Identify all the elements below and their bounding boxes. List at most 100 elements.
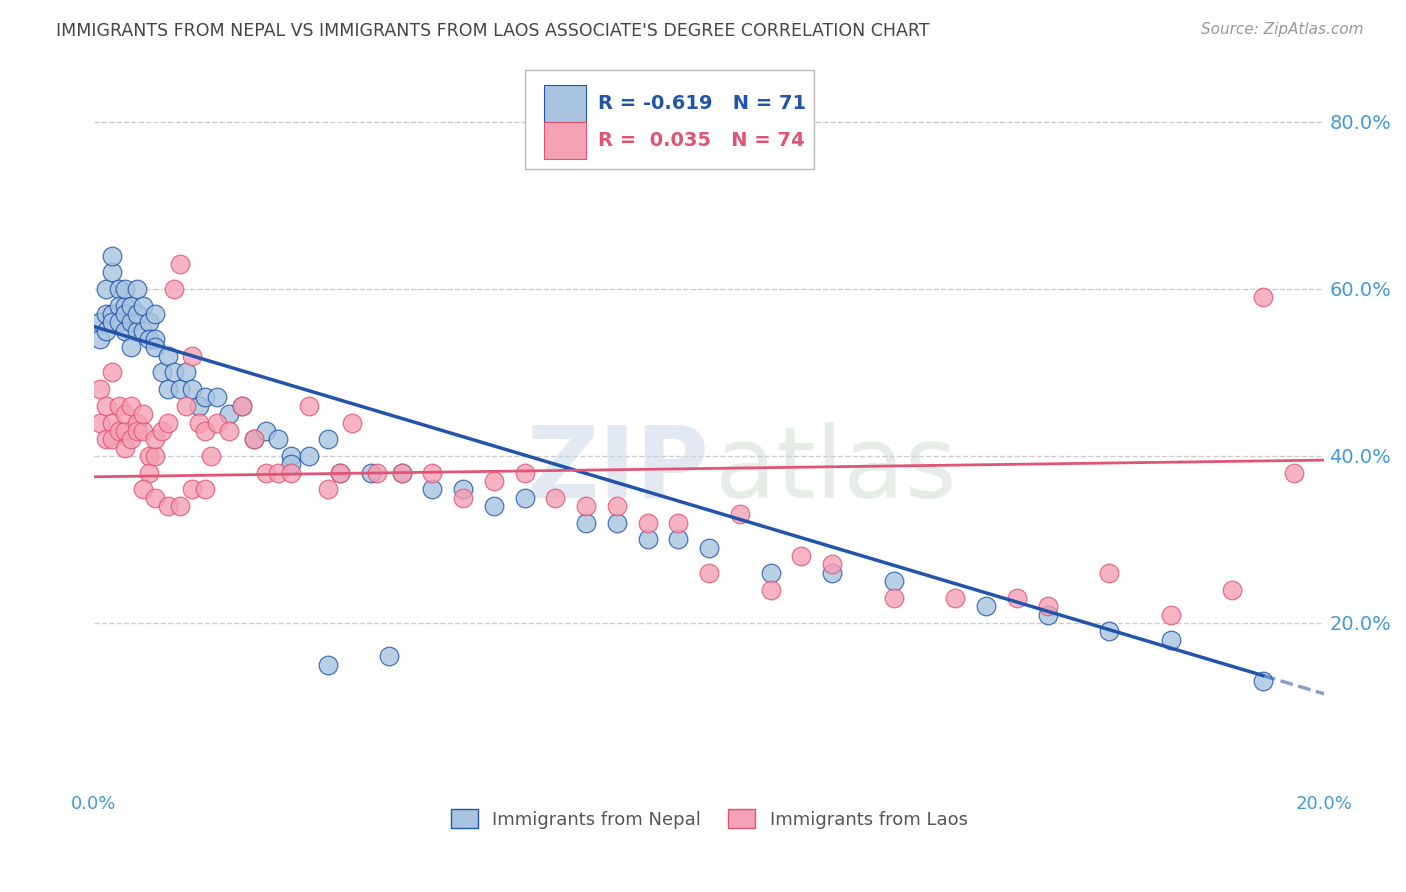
Point [883, 574, 905, 589]
Point [205, 391, 228, 405]
Point [194, 483, 217, 497]
Point [821, 566, 844, 580]
Point [267, 466, 290, 480]
Point [298, 449, 321, 463]
Point [132, 299, 155, 313]
Point [267, 432, 290, 446]
Point [145, 449, 167, 463]
Text: R = -0.619   N = 71: R = -0.619 N = 71 [599, 95, 807, 113]
Point [114, 299, 136, 313]
Point [575, 499, 598, 513]
Point [125, 282, 148, 296]
Point [200, 449, 222, 463]
Point [132, 407, 155, 421]
Point [728, 508, 751, 522]
Point [150, 424, 173, 438]
Point [114, 407, 136, 421]
Point [316, 483, 339, 497]
Point [174, 366, 197, 380]
Point [138, 332, 160, 346]
Point [89, 416, 111, 430]
Point [1005, 591, 1028, 605]
Point [280, 457, 302, 471]
Point [114, 424, 136, 438]
Point [125, 424, 148, 438]
Point [205, 416, 228, 430]
Point [181, 483, 204, 497]
Point [231, 399, 253, 413]
Point [254, 466, 277, 480]
Point [668, 533, 690, 547]
FancyBboxPatch shape [544, 86, 586, 122]
Point [96, 282, 118, 296]
Point [96, 307, 118, 321]
Point [482, 474, 505, 488]
Point [174, 399, 197, 413]
Text: R =  0.035   N = 74: R = 0.035 N = 74 [599, 131, 806, 150]
Point [606, 499, 628, 513]
Point [96, 432, 118, 446]
Point [89, 382, 111, 396]
Point [513, 466, 536, 480]
Point [821, 558, 844, 572]
Point [163, 282, 186, 296]
Point [883, 591, 905, 605]
Point [790, 549, 813, 563]
Point [482, 499, 505, 513]
Point [101, 366, 124, 380]
Point [132, 483, 155, 497]
Point [231, 399, 253, 413]
Point [1036, 599, 1059, 614]
Point [145, 332, 167, 346]
Point [329, 466, 352, 480]
Point [107, 282, 129, 296]
Point [169, 382, 191, 396]
Point [107, 299, 129, 313]
Point [420, 483, 443, 497]
Point [145, 340, 167, 354]
Point [120, 340, 142, 354]
Point [101, 315, 124, 329]
Point [759, 566, 782, 580]
Point [89, 332, 111, 346]
Point [89, 315, 111, 329]
Point [360, 466, 382, 480]
Point [101, 432, 124, 446]
Point [606, 516, 628, 530]
Point [181, 349, 204, 363]
Point [187, 416, 209, 430]
Point [181, 382, 204, 396]
Point [316, 657, 339, 672]
Point [697, 541, 720, 555]
FancyBboxPatch shape [524, 70, 814, 169]
FancyBboxPatch shape [544, 122, 586, 159]
Point [125, 307, 148, 321]
Point [298, 399, 321, 413]
Point [156, 382, 179, 396]
Point [1160, 607, 1182, 622]
Point [114, 307, 136, 321]
Point [513, 491, 536, 505]
Point [132, 424, 155, 438]
Point [194, 424, 217, 438]
Point [156, 499, 179, 513]
Point [943, 591, 966, 605]
Point [125, 416, 148, 430]
Point [101, 307, 124, 321]
Point [697, 566, 720, 580]
Point [329, 466, 352, 480]
Point [1251, 674, 1274, 689]
Point [391, 466, 413, 480]
Point [637, 533, 659, 547]
Point [107, 315, 129, 329]
Point [451, 491, 474, 505]
Point [156, 349, 179, 363]
Point [114, 441, 136, 455]
Point [169, 499, 191, 513]
Point [114, 324, 136, 338]
Point [1282, 466, 1305, 480]
Point [974, 599, 997, 614]
Point [391, 466, 413, 480]
Point [96, 399, 118, 413]
Point [366, 466, 388, 480]
